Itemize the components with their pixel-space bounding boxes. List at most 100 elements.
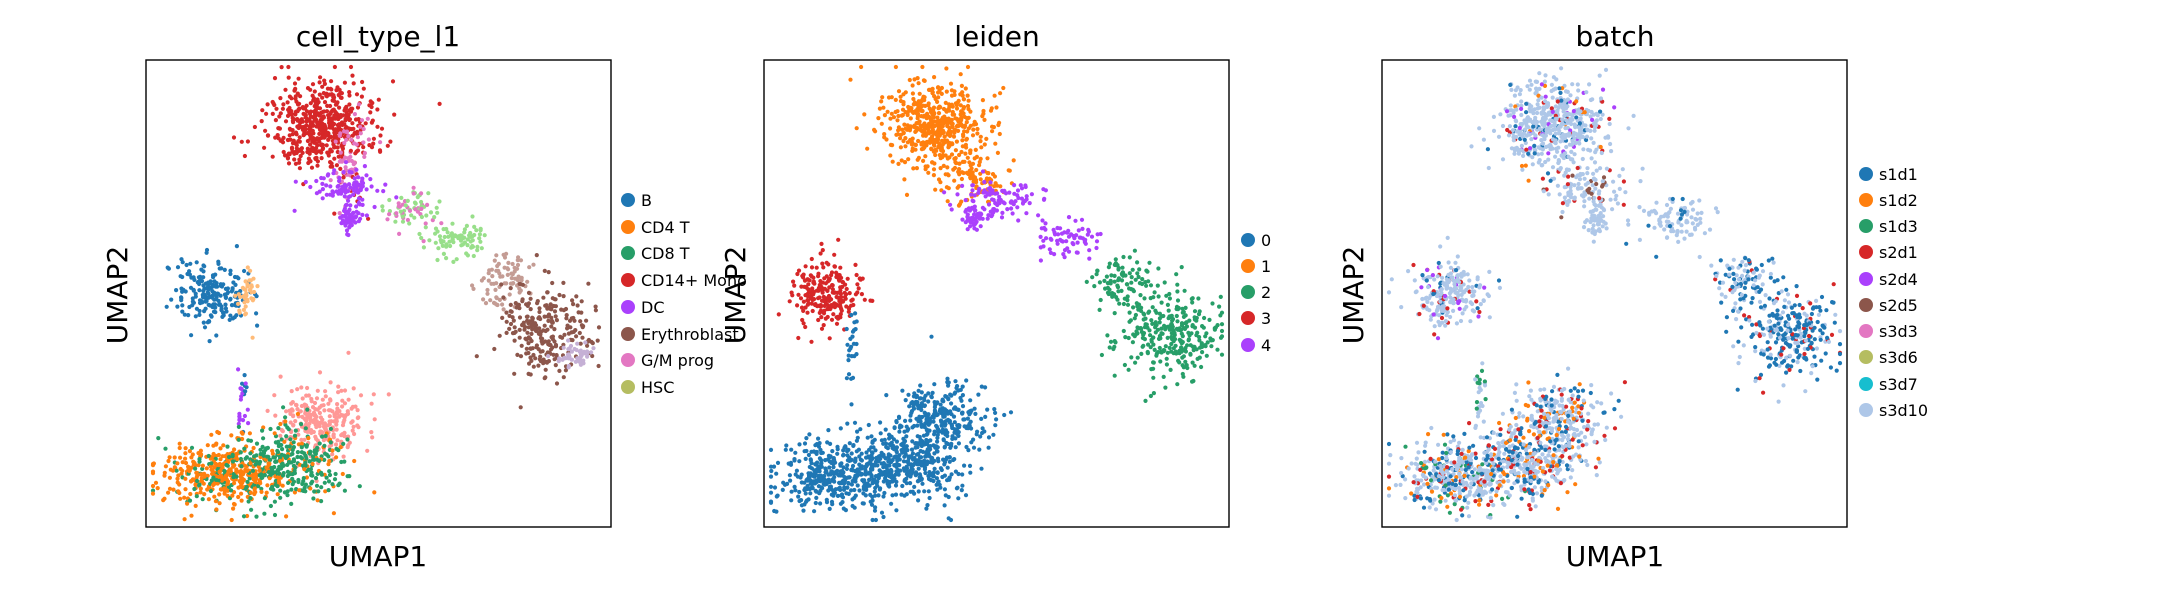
scatter-point xyxy=(542,376,547,381)
scatter-point xyxy=(888,153,893,158)
scatter-point xyxy=(335,438,340,443)
scatter-point xyxy=(299,445,304,450)
scatter-point xyxy=(1121,328,1126,334)
scatter-point xyxy=(535,299,540,304)
scatter-point xyxy=(979,466,984,471)
scatter-point xyxy=(1175,382,1180,387)
scatter-point xyxy=(961,170,966,176)
scatter-point xyxy=(413,201,418,206)
scatter-point xyxy=(824,478,829,483)
scatter-point xyxy=(229,289,234,294)
scatter-point xyxy=(338,150,343,155)
scatter-point xyxy=(573,328,578,333)
scatter-point xyxy=(396,201,401,206)
scatter-point xyxy=(515,278,521,283)
scatter-point xyxy=(793,488,798,493)
scatter-point xyxy=(289,407,294,412)
scatter-point xyxy=(915,76,920,81)
scatter-point xyxy=(525,279,530,284)
scatter-point xyxy=(953,379,958,384)
scatter-point xyxy=(291,440,296,445)
scatter-point xyxy=(884,393,889,398)
scatter-point xyxy=(572,318,577,323)
scatter-point xyxy=(517,335,522,340)
scatter-point xyxy=(272,102,277,108)
scatter-point xyxy=(319,499,324,504)
scatter-point xyxy=(191,300,196,305)
scatter-point xyxy=(942,190,947,195)
scatter-point xyxy=(289,487,294,492)
scatter-point xyxy=(1200,350,1205,355)
scatter-point xyxy=(519,275,524,280)
scatter-point xyxy=(557,368,562,373)
scatter-point xyxy=(366,216,371,221)
scatter-point xyxy=(336,390,341,395)
scatter-point xyxy=(956,441,962,446)
scatter-point xyxy=(405,217,410,223)
scatter-point xyxy=(1113,340,1118,345)
scatter-point xyxy=(946,173,951,178)
scatter-point xyxy=(528,372,533,377)
scatter-point xyxy=(799,480,804,485)
scatter-point xyxy=(350,133,355,138)
scatter-point xyxy=(924,412,929,417)
scatter-point xyxy=(189,455,194,460)
scatter-point xyxy=(276,426,281,431)
scatter-point xyxy=(357,484,362,489)
scatter-point xyxy=(378,133,383,138)
scatter-point xyxy=(230,459,236,464)
scatter-point xyxy=(797,498,802,504)
scatter-point xyxy=(320,121,325,126)
scatter-point xyxy=(593,304,598,309)
scatter-point xyxy=(913,129,918,134)
scatter-point xyxy=(947,140,952,145)
scatter-point xyxy=(971,445,977,450)
scatter-point xyxy=(797,459,802,464)
scatter-point xyxy=(346,112,351,117)
scatter-point xyxy=(280,461,285,466)
scatter-point xyxy=(904,192,910,197)
scatter-point xyxy=(917,102,922,108)
scatter-point xyxy=(243,304,248,309)
scatter-point xyxy=(342,433,347,439)
scatter-point xyxy=(153,480,159,485)
scatter-point xyxy=(265,102,270,107)
scatter-point xyxy=(252,124,257,130)
scatter-point xyxy=(328,178,333,183)
scatter-point xyxy=(815,460,820,465)
scatter-point xyxy=(828,484,834,489)
scatter-point xyxy=(1024,211,1029,216)
scatter-point xyxy=(584,318,589,323)
scatter-point xyxy=(236,437,241,442)
scatter-point xyxy=(362,154,367,159)
scatter-point xyxy=(347,220,352,226)
scatter-point xyxy=(203,286,209,291)
scatter-point xyxy=(1196,296,1201,301)
scatter-point xyxy=(1098,297,1103,303)
scatter-point xyxy=(1043,188,1048,193)
scatter-point xyxy=(774,494,779,499)
scatter-point xyxy=(1064,239,1069,244)
scatter-point xyxy=(242,300,247,305)
scatter-point xyxy=(816,465,821,470)
scatter-point xyxy=(1169,334,1174,340)
scatter-point xyxy=(998,91,1003,96)
scatter-point xyxy=(962,114,967,119)
scatter-point xyxy=(857,276,862,281)
scatter-point xyxy=(969,440,974,445)
scatter-point xyxy=(208,313,213,318)
scatter-point xyxy=(898,145,904,150)
scatter-point xyxy=(974,227,980,232)
scatter-point xyxy=(265,133,271,138)
scatter-point xyxy=(1107,345,1112,350)
scatter-point xyxy=(1175,319,1180,324)
scatter-point xyxy=(1152,290,1157,295)
scatter-point xyxy=(346,126,351,131)
scatter-point xyxy=(835,295,841,300)
scatter-point xyxy=(175,461,180,466)
scatter-point xyxy=(936,177,942,182)
scatter-point xyxy=(893,97,898,102)
scatter-point xyxy=(369,430,374,435)
scatter-point xyxy=(796,494,801,499)
scatter-point xyxy=(1157,345,1162,351)
